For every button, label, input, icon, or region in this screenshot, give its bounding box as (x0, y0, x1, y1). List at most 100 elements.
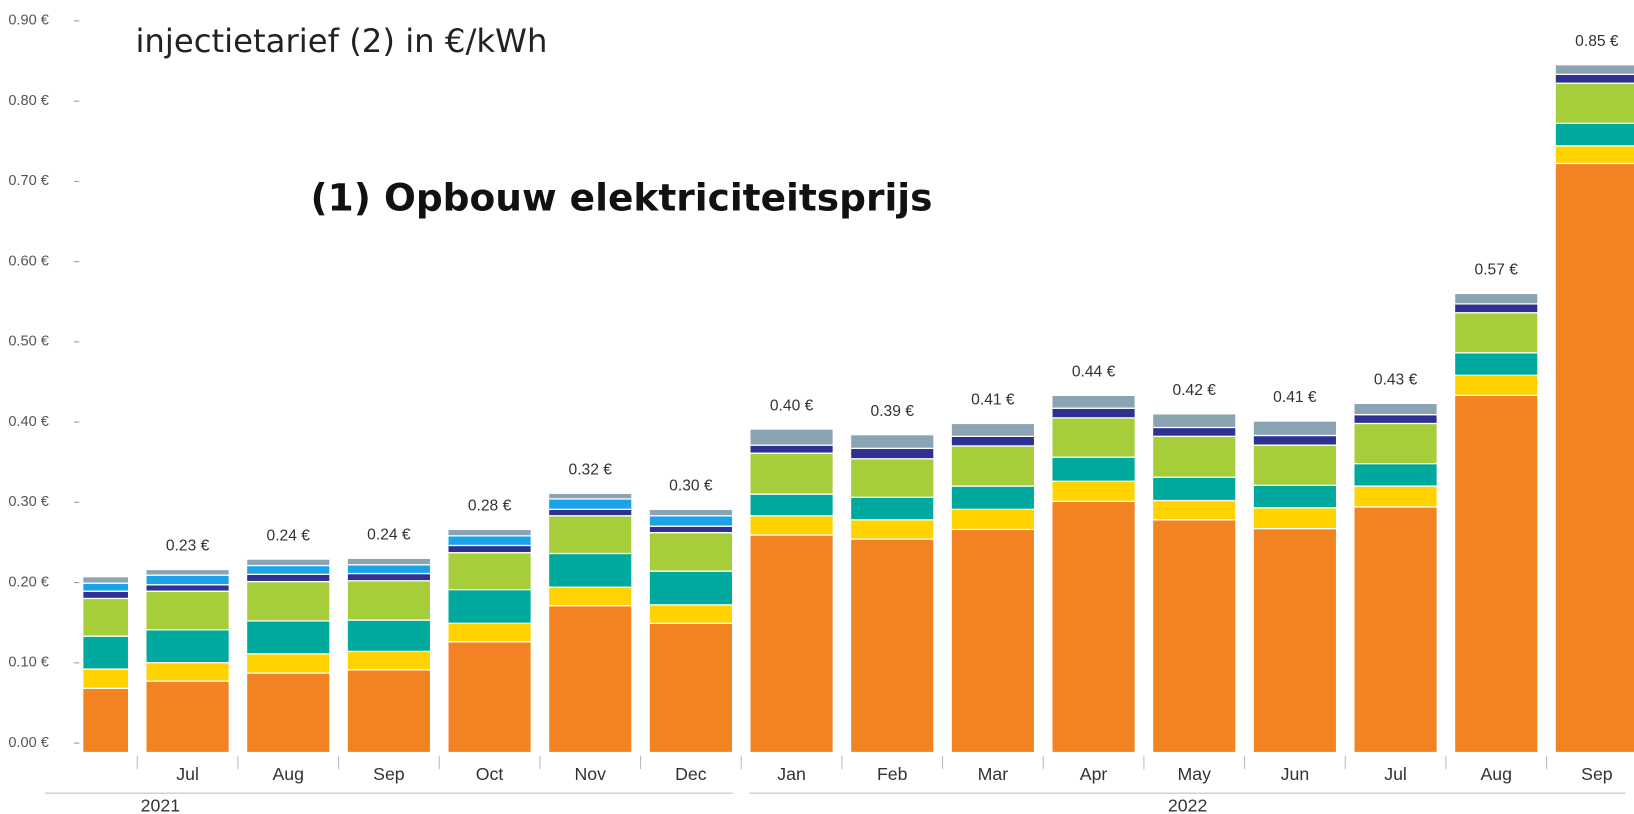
bar-segment (346, 619, 432, 653)
bar-segment (447, 641, 532, 754)
bar-segment (1353, 462, 1438, 487)
bar-segment (849, 434, 935, 449)
bar-segment (1554, 145, 1634, 165)
bar-segment (1151, 426, 1237, 437)
bar-segment (346, 669, 432, 754)
bar-segment (1151, 519, 1237, 754)
bar-segment (849, 447, 935, 460)
total-label: 0.39 € (871, 403, 915, 420)
bar-segment (145, 584, 230, 592)
bar-segment (1151, 476, 1237, 502)
group-label: 2022 (1168, 795, 1207, 814)
bar-segment (1453, 303, 1539, 314)
bar-segment (547, 552, 633, 588)
bar-segment (749, 444, 834, 454)
bar-segment (1554, 73, 1634, 84)
bar-segment (245, 558, 331, 567)
y-tick-label: 0.10 € (8, 655, 49, 671)
bar-segment (245, 564, 331, 575)
y-tick-label: 0.70 € (8, 173, 49, 189)
x-tick-label: Aug (1480, 764, 1511, 784)
y-tick-label: 0.90 € (8, 13, 49, 29)
y-tick-label: 0.50 € (8, 334, 49, 350)
bar-segment (145, 590, 230, 631)
bar-segment (648, 570, 734, 606)
chart-title: injectietarief (2) in €/kWh (135, 22, 547, 60)
total-label: 0.85 € (1575, 33, 1619, 50)
bar-segment (648, 604, 734, 624)
x-tick-label: Jun (1281, 764, 1310, 784)
bar-segment (83, 635, 130, 670)
bar-segment (447, 622, 532, 643)
y-tick-label: 0.30 € (8, 494, 49, 510)
bar-segment (346, 564, 432, 575)
bar-segment (749, 428, 834, 446)
bar-segment (145, 629, 230, 664)
bar-segment (648, 508, 734, 517)
plot-area (83, 64, 1634, 754)
bar-segment (749, 493, 834, 517)
bar-segment (145, 680, 230, 754)
bar-segment (1453, 292, 1539, 305)
bar-segment (950, 445, 1036, 487)
bar-segment (547, 498, 633, 510)
bar-segment (447, 552, 532, 591)
bar-segment (1252, 527, 1338, 754)
bar-segment (1554, 64, 1634, 75)
bar-segment (1453, 352, 1539, 376)
bar-segment (849, 496, 935, 521)
bar-segment (1151, 435, 1237, 478)
bar-segment (245, 620, 331, 655)
bar-segment (245, 580, 331, 622)
bar-segment (1051, 394, 1136, 409)
bar-segment (1051, 456, 1136, 482)
x-tick-label: Feb (877, 764, 908, 784)
bar-segment (1051, 407, 1136, 419)
x-tick-label: Aug (272, 764, 303, 784)
bar-segment (1051, 500, 1136, 754)
bar-segment (749, 452, 834, 495)
bar-segment (1252, 444, 1338, 486)
bar-segment (1252, 420, 1338, 437)
total-label: 0.40 € (770, 397, 814, 414)
bar-segment (83, 590, 130, 600)
x-tick-label: Nov (574, 764, 606, 784)
total-label: 0.24 € (367, 526, 411, 543)
chart-subtitle: (1) Opbouw elektriciteitsprijs (311, 176, 933, 220)
bar-segment (849, 519, 935, 540)
bar-segment (1151, 413, 1237, 429)
bar-segment (648, 531, 734, 572)
y-tick-label: 0.60 € (8, 253, 49, 269)
bar-segment (1252, 507, 1338, 530)
total-label: 0.41 € (971, 392, 1015, 409)
x-tick-label: Mar (978, 764, 1009, 784)
bar-segment (849, 538, 935, 754)
bar-segment (346, 557, 432, 566)
bar-segment (547, 605, 633, 754)
y-tick-label: 0.40 € (8, 414, 49, 430)
bar-segment (749, 534, 834, 754)
bar-segment (1554, 122, 1634, 147)
total-label: 0.23 € (166, 538, 210, 555)
x-tick-label: Apr (1080, 764, 1108, 784)
bar-segment (447, 544, 532, 554)
bar-segment (547, 586, 633, 607)
total-label: 0.57 € (1475, 262, 1519, 279)
x-tick-label: Oct (476, 764, 504, 784)
bar-segment (648, 525, 734, 534)
bar-segment (1554, 82, 1634, 124)
bar-segment (950, 422, 1036, 437)
total-label: 0.43 € (1374, 372, 1418, 389)
bar-segment (145, 574, 230, 586)
total-label: 0.41 € (1273, 389, 1317, 406)
bar-segment (1353, 422, 1438, 465)
bar-segment (1453, 312, 1539, 354)
bar-segment (245, 672, 331, 754)
bar-segment (1051, 480, 1136, 502)
bar-segment (1453, 374, 1539, 397)
bar-segment (1353, 402, 1438, 416)
bar-segment (547, 508, 633, 517)
bar-segment (1151, 499, 1237, 521)
total-label: 0.44 € (1072, 364, 1116, 381)
